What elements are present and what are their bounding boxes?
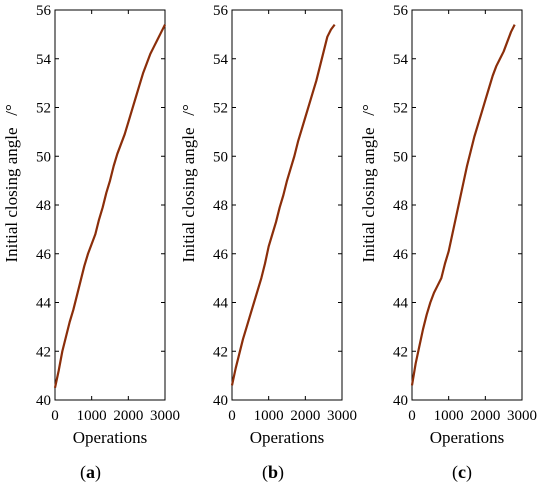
y-tick-label-c-0: 40 — [393, 393, 408, 409]
y-tick-label-b-5: 50 — [213, 149, 228, 165]
panel-caption-b-label: b — [268, 462, 279, 482]
y-tick-label-c-5: 50 — [393, 149, 408, 165]
x-tick-label-a-2: 2000 — [113, 408, 143, 424]
y-tick-label-a-7: 54 — [36, 52, 52, 68]
series-line-a-0 — [53, 24, 166, 389]
y-tick-label-c-6: 52 — [393, 101, 408, 117]
y-tick-label-b-4: 48 — [213, 198, 228, 214]
x-axis-label-b: Operations — [250, 428, 325, 447]
x-tick-label-c-1: 1000 — [434, 408, 464, 424]
series-line-b-0 — [230, 23, 336, 386]
plot-frame-a — [54, 9, 166, 401]
panel-caption-c-label: c — [458, 462, 466, 482]
y-tick-label-c-1: 42 — [393, 344, 408, 360]
plot-frame-c — [411, 9, 523, 401]
y-tick-label-a-3: 46 — [36, 247, 52, 263]
y-tick-label-b-3: 46 — [213, 247, 229, 263]
y-axis-unit-a: /° — [2, 104, 21, 116]
x-tick-label-a-3: 3000 — [150, 408, 180, 424]
panel-caption-b: (b) — [262, 462, 285, 482]
x-tick-label-b-2: 2000 — [290, 408, 320, 424]
y-tick-label-b-8: 56 — [213, 3, 229, 19]
y-axis-label-c: Initial closing angle — [359, 127, 378, 262]
y-axis-label-a: Initial closing angle — [2, 127, 21, 262]
x-tick-label-b-3: 3000 — [327, 408, 357, 424]
y-tick-label-b-2: 44 — [213, 296, 229, 312]
y-axis-unit-c: /° — [359, 104, 378, 116]
x-tick-label-c-3: 3000 — [507, 408, 537, 424]
y-tick-label-c-8: 56 — [393, 3, 409, 19]
y-tick-label-c-4: 48 — [393, 198, 408, 214]
x-tick-label-b-0: 0 — [228, 408, 236, 424]
y-axis-unit-b: /° — [179, 104, 198, 116]
y-tick-label-c-2: 44 — [393, 296, 409, 312]
y-tick-label-b-7: 54 — [213, 52, 229, 68]
x-tick-label-c-0: 0 — [408, 408, 416, 424]
y-tick-label-b-6: 52 — [213, 101, 228, 117]
x-axis-label-a: Operations — [73, 428, 148, 447]
y-axis-label-b: Initial closing angle — [179, 127, 198, 262]
y-tick-label-a-8: 56 — [36, 3, 52, 19]
y-tick-label-c-7: 54 — [393, 52, 409, 68]
panel-caption-a: (a) — [80, 462, 101, 482]
x-tick-label-a-0: 0 — [51, 408, 59, 424]
y-tick-label-a-1: 42 — [36, 344, 51, 360]
y-tick-label-a-5: 50 — [36, 149, 51, 165]
series-line-c-0 — [410, 24, 516, 386]
y-tick-label-b-1: 42 — [213, 344, 228, 360]
y-tick-label-a-4: 48 — [36, 198, 51, 214]
x-tick-label-c-2: 2000 — [470, 408, 500, 424]
x-tick-label-b-1: 1000 — [254, 408, 284, 424]
y-tick-label-b-0: 40 — [213, 393, 228, 409]
x-axis-label-c: Operations — [430, 428, 505, 447]
panel-caption-c: (c) — [452, 462, 472, 482]
plot-frame-b — [231, 9, 343, 401]
y-tick-label-a-0: 40 — [36, 393, 51, 409]
y-tick-label-a-6: 52 — [36, 101, 51, 117]
panel-caption-a-label: a — [86, 462, 95, 482]
y-tick-label-c-3: 46 — [393, 247, 409, 263]
y-tick-label-a-2: 44 — [36, 296, 52, 312]
x-tick-label-a-1: 1000 — [77, 408, 107, 424]
